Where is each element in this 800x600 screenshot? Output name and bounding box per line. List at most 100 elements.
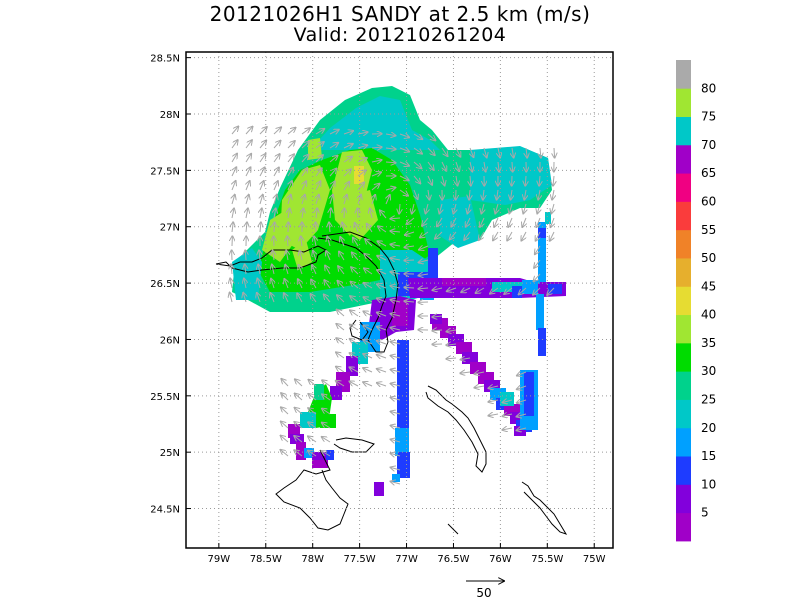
wind-vector	[547, 287, 555, 295]
wind-vector	[322, 437, 331, 443]
wind-vector	[519, 287, 527, 294]
wind-vector	[357, 182, 364, 191]
wind-vector	[350, 339, 359, 345]
wind-vector	[364, 297, 373, 303]
wind-vector	[372, 195, 375, 205]
wind-vector	[504, 287, 513, 294]
speed-cell	[326, 450, 334, 460]
wind-vector	[330, 208, 331, 219]
wind-vector	[308, 451, 317, 457]
wind-vector	[243, 293, 246, 303]
wind-vector	[364, 268, 373, 275]
wind-vector	[245, 140, 252, 149]
wind-vector	[322, 423, 331, 429]
wind-vector	[287, 236, 288, 247]
speed-cell	[492, 282, 522, 292]
wind-vector	[308, 408, 317, 415]
wind-vector	[474, 386, 485, 388]
andros-north-outline	[333, 437, 375, 453]
wind-vector	[534, 259, 541, 268]
wind-vector	[386, 195, 390, 205]
wind-vector	[511, 189, 513, 200]
wind-vector	[413, 175, 420, 183]
wind-vector	[404, 301, 415, 302]
wind-vector	[437, 217, 443, 226]
scale-vector-label: 50	[476, 586, 491, 600]
wind-vector	[435, 231, 443, 239]
wind-vector	[329, 169, 336, 177]
x-axis: 79W 78.5W 78W 77.5W 77W 76.5W 76W 75.5W 75W	[208, 543, 606, 565]
wind-vector	[390, 218, 401, 219]
wind-vector	[537, 203, 540, 213]
wind-vector	[363, 354, 373, 358]
wind-vector	[371, 184, 379, 191]
wind-vector	[539, 175, 540, 186]
wind-vector	[246, 181, 250, 191]
wind-vector	[432, 316, 443, 317]
wind-vector	[405, 232, 415, 235]
wind-vector	[284, 293, 288, 303]
colorbar-label: 70	[701, 138, 716, 152]
colorbar-label: 65	[701, 166, 716, 180]
wind-vector	[301, 168, 307, 177]
colorbar-swatch	[676, 484, 691, 514]
wind-vector	[353, 238, 359, 247]
wind-vector	[538, 189, 540, 200]
wind-vector	[484, 161, 486, 172]
speed-cell	[538, 328, 546, 356]
wind-vector	[285, 265, 288, 275]
wind-vector	[295, 408, 303, 415]
wind-vector	[329, 182, 335, 191]
wind-vector	[377, 355, 387, 358]
wind-vector	[230, 293, 232, 303]
x-tick-label: 79W	[208, 554, 231, 565]
wind-vector	[467, 203, 470, 213]
wind-vector	[324, 295, 331, 303]
wind-vector	[404, 246, 415, 247]
wind-vector	[461, 288, 471, 292]
wind-vector	[357, 158, 367, 162]
wind-vector	[301, 236, 302, 247]
wind-vector	[350, 296, 359, 303]
wind-vector	[503, 414, 513, 416]
colorbar-label: 30	[701, 364, 716, 378]
wind-vector	[419, 246, 429, 250]
wind-vector	[260, 222, 261, 233]
wind-vector	[281, 379, 289, 387]
wind-vector	[451, 217, 457, 227]
x-tick-label: 77.5W	[344, 554, 376, 565]
wind-vector	[343, 131, 353, 134]
colorbar-swatch	[676, 258, 691, 287]
wind-vector	[488, 400, 499, 402]
wind-vector	[422, 217, 429, 226]
colorbar-swatch	[676, 88, 691, 117]
speed-cell	[312, 460, 328, 468]
colorbar-swatch	[676, 512, 691, 542]
y-tick-label: 27.5N	[150, 166, 180, 177]
wind-vector	[488, 414, 499, 416]
wind-vector	[336, 352, 345, 359]
wind-vector	[281, 393, 289, 401]
wind-vector	[244, 279, 246, 289]
wind-vector	[343, 144, 353, 148]
wind-vector	[495, 203, 498, 213]
wind-vector	[385, 148, 396, 149]
wind-vector	[419, 260, 429, 263]
wind-vector	[404, 260, 415, 261]
wind-vector	[470, 175, 471, 186]
wind-vector	[480, 217, 484, 227]
wind-vector	[426, 203, 429, 213]
wind-vector	[245, 250, 246, 261]
wind-vector	[453, 203, 456, 213]
wind-vector	[245, 127, 253, 135]
wind-vector	[446, 330, 457, 332]
x-tick-label: 78W	[301, 554, 324, 565]
wind-vector	[399, 203, 400, 214]
wind-vector	[439, 203, 442, 213]
speed-cell	[536, 294, 544, 330]
wind-vector	[404, 287, 415, 288]
colorbar-label: 60	[701, 194, 716, 208]
wind-vector	[281, 436, 289, 443]
speed-cell	[330, 386, 342, 400]
colorbar-label: 80	[701, 81, 716, 95]
